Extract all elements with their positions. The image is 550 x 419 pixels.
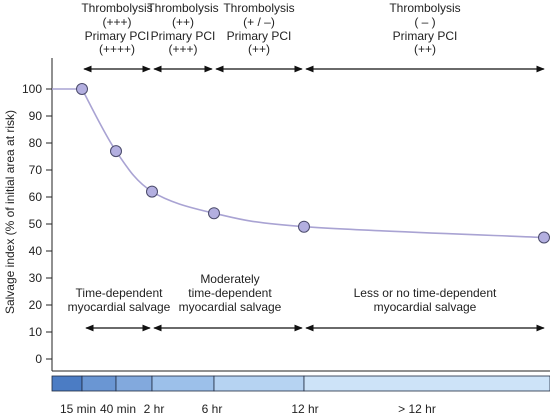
y-tick-label: 60 [29, 190, 43, 204]
y-tick-label: 30 [29, 271, 43, 285]
treatment-label: (++) [414, 42, 436, 56]
time-bar-segment [51, 375, 83, 392]
treatment-label: Thrombolysis [389, 1, 460, 15]
treatment-label: (++) [248, 42, 270, 56]
data-point [538, 231, 550, 244]
data-points [76, 83, 550, 244]
time-label: 6 hr [202, 402, 223, 416]
treatment-label: (++++) [99, 42, 135, 56]
salvage-zone-label: myocardial salvage [68, 300, 171, 314]
treatment-label: Thrombolysis [81, 1, 152, 15]
time-label: 12 hr [291, 402, 318, 416]
salvage-zone-label: Less or no time-dependent [354, 286, 497, 300]
data-point [76, 83, 88, 95]
salvage-zone-label: myocardial salvage [179, 300, 282, 314]
time-labels: 15 min 40 min 2 hr 6 hr 12 hr > 12 hr [60, 402, 436, 416]
time-label: 15 min [60, 402, 96, 416]
treatment-label: Thrombolysis [147, 1, 218, 15]
y-ticks: 0 10 20 30 40 50 60 70 80 90 100 [22, 82, 52, 366]
salvage-zone-label: time-dependent [188, 286, 272, 300]
y-tick-label: 80 [29, 136, 43, 150]
treatment-label: (+++) [102, 15, 131, 29]
treatment-label: Primary PCI [393, 29, 458, 43]
treatment-labels: Thrombolysis(+++)Primary PCI(++++)Thromb… [81, 1, 460, 56]
treatment-label: Primary PCI [85, 29, 150, 43]
y-tick-label: 70 [29, 163, 43, 177]
salvage-zone-label: Time-dependent [76, 286, 164, 300]
y-tick-label: 0 [35, 352, 42, 366]
treatment-label: ( – ) [414, 15, 435, 29]
salvage-curve [52, 88, 545, 239]
time-label: 40 min [100, 402, 136, 416]
y-tick-label: 10 [29, 325, 43, 339]
salvage-zone-label: Moderately [200, 272, 259, 286]
y-tick-label: 100 [22, 82, 42, 96]
y-tick-label: 90 [29, 109, 43, 123]
y-tick-label: 40 [29, 244, 43, 258]
treatment-label: (+++) [168, 42, 197, 56]
data-point [110, 145, 122, 158]
treatment-label: Thrombolysis [223, 1, 294, 15]
treatment-label: Primary PCI [227, 29, 292, 43]
salvage-zone-label: myocardial salvage [374, 300, 477, 314]
treatment-label: (++) [172, 15, 194, 29]
time-label: 2 hr [144, 402, 165, 416]
y-axis-label: Salvage index (% of initial area at risk… [3, 110, 17, 314]
time-bar-segment [81, 375, 117, 392]
time-bar-segment [151, 375, 215, 392]
data-point [208, 207, 220, 220]
time-bar-segment [115, 375, 153, 392]
time-bar-segment [303, 375, 550, 392]
y-tick-label: 20 [29, 298, 43, 312]
data-point [298, 220, 310, 233]
data-point [146, 185, 158, 198]
time-label: > 12 hr [398, 402, 436, 416]
time-bar [51, 375, 550, 392]
time-bar-segment [213, 375, 305, 392]
y-tick-label: 50 [29, 217, 43, 231]
treatment-label: Primary PCI [151, 29, 216, 43]
treatment-label: (+ / –) [243, 15, 275, 29]
